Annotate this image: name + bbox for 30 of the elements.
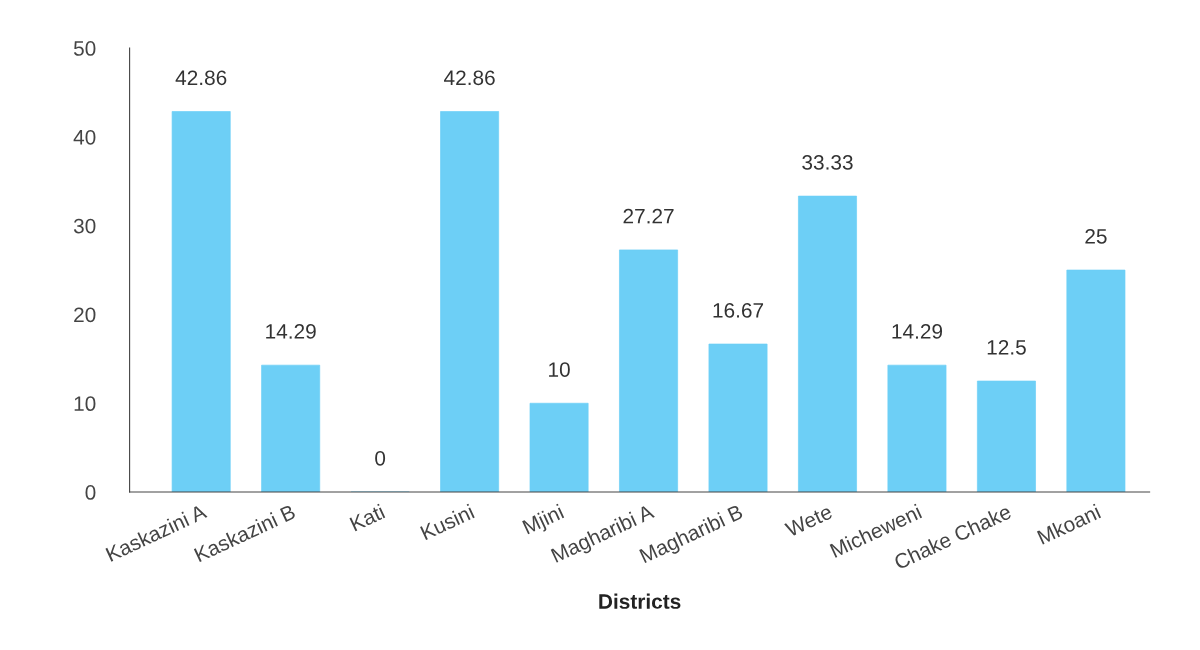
bar bbox=[440, 111, 500, 493]
data-label: 42.86 bbox=[175, 70, 227, 86]
y-tick-label: 40 bbox=[73, 129, 96, 145]
bar bbox=[977, 380, 1036, 493]
data-label: 42.86 bbox=[444, 70, 495, 86]
bar bbox=[261, 364, 321, 493]
y-tick-label: 20 bbox=[74, 307, 96, 323]
bar bbox=[708, 343, 768, 493]
x-axis-title: Districts bbox=[599, 593, 681, 609]
bar bbox=[798, 195, 857, 493]
data-label: 10 bbox=[549, 362, 570, 377]
data-label: 14.29 bbox=[892, 324, 943, 339]
bar bbox=[619, 249, 678, 493]
bar bbox=[1066, 269, 1126, 493]
data-label: 33.33 bbox=[802, 155, 853, 170]
data-label: 0 bbox=[375, 450, 386, 466]
bar bbox=[529, 402, 589, 493]
data-label: 14.29 bbox=[266, 324, 316, 339]
data-label: 25 bbox=[1085, 228, 1107, 244]
bar bbox=[887, 364, 947, 493]
y-tick-label: 50 bbox=[73, 41, 96, 56]
data-label: 12.5 bbox=[987, 339, 1026, 355]
bar bbox=[171, 111, 231, 493]
data-label: 16.67 bbox=[713, 302, 764, 318]
y-tick-label: 0 bbox=[85, 485, 96, 500]
y-tick-label: 30 bbox=[73, 218, 96, 234]
x-tick-label: Kati bbox=[349, 503, 386, 532]
y-tick-label: 10 bbox=[74, 396, 96, 412]
x-tick-label: Wete bbox=[784, 504, 834, 538]
data-label: 27.27 bbox=[623, 208, 674, 224]
